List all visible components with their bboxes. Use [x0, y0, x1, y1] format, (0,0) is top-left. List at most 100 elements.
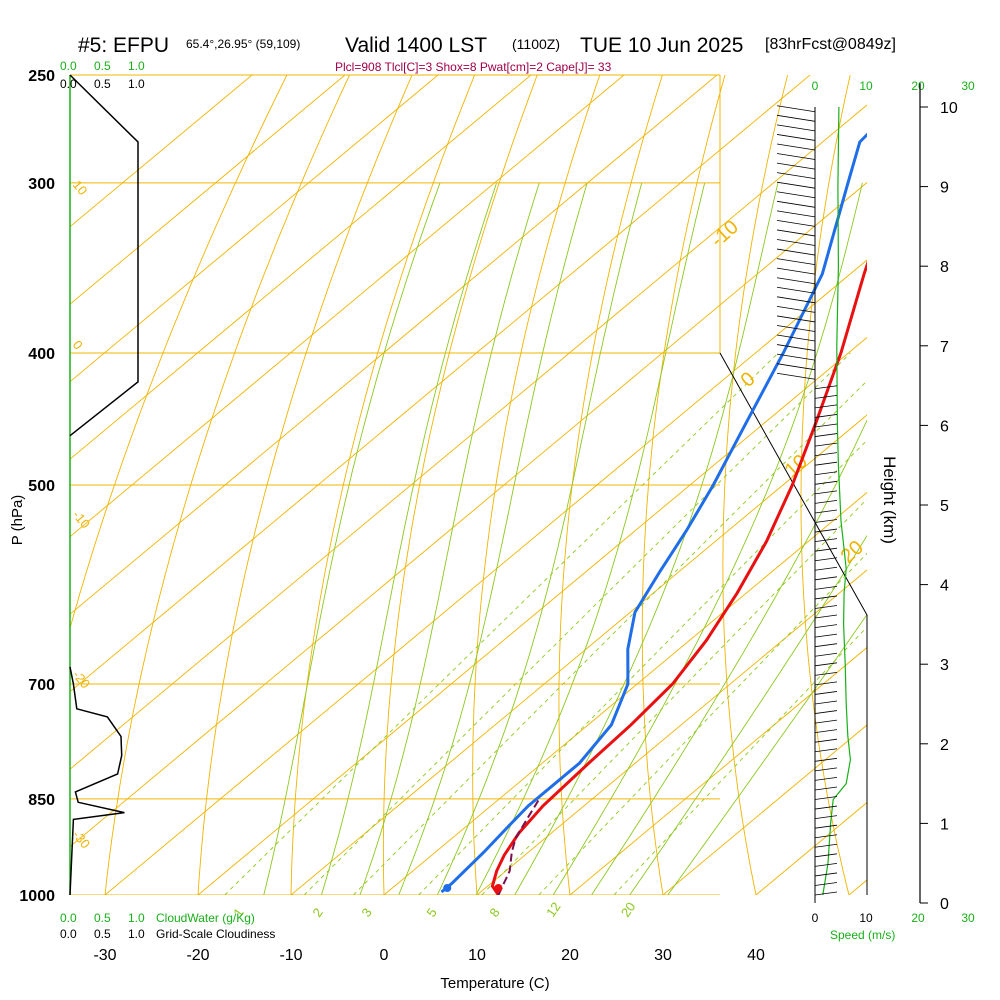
isotherm-line — [70, 75, 532, 460]
wind-barb — [814, 729, 838, 734]
wind-barb — [814, 461, 838, 466]
mixing-ratio-label: 12 — [543, 899, 564, 919]
moist-adiabat-line — [590, 419, 867, 895]
wind-barb — [814, 414, 838, 418]
wind-barb — [814, 767, 838, 772]
wind-barb — [814, 748, 838, 753]
cloudwater-tick-top-2: 1.0 — [128, 59, 145, 73]
mixing-ratio-label: 5 — [423, 905, 439, 920]
sounding-profiles — [440, 132, 867, 895]
moist-adiabat-line — [552, 182, 863, 895]
mixing-ratio-line — [353, 380, 867, 895]
y-tick-label: 850 — [28, 792, 55, 809]
wind-barb — [776, 105, 816, 113]
dry-adiabat-line — [104, 75, 350, 895]
isotherm-line — [290, 414, 867, 895]
y-tick-label: 500 — [28, 478, 55, 495]
moist-adiabat-line — [320, 182, 498, 895]
y-tick-label: 1000 — [19, 888, 55, 905]
speed-axis-label: Speed (m/s) — [830, 928, 895, 942]
wind-barb — [814, 891, 838, 896]
isotherm-line — [476, 569, 867, 895]
height-axis-label: Height (km) — [880, 456, 899, 544]
wind-speed-line — [822, 106, 852, 896]
mixing-ratio-line — [418, 439, 867, 895]
wind-barb — [814, 490, 838, 495]
dry-adiabat-line — [722, 75, 789, 895]
cloudwater-tick-top-0: 0.0 — [60, 59, 77, 73]
valid-date: TUE 10 Jun 2025 — [580, 34, 743, 57]
wind-barb — [814, 853, 838, 858]
isotherm-line — [70, 75, 718, 615]
wind-barb — [814, 528, 838, 533]
valid-time: Valid 1400 LST — [345, 34, 487, 57]
wind-barb — [814, 662, 838, 667]
moist-adiabat-line — [629, 534, 867, 895]
mixing-ratio-label: 8 — [486, 905, 502, 920]
wind-barb — [776, 239, 816, 246]
temperature-line — [490, 260, 867, 895]
wind-barb — [776, 296, 816, 304]
cloudiness-line — [69, 74, 139, 437]
moist-adiabat-line — [359, 182, 540, 895]
speed-tick-bottom: 20 — [911, 911, 925, 925]
height-tick-label: 2 — [940, 737, 949, 754]
wind-barb — [814, 547, 838, 552]
isotherm-line — [197, 336, 867, 895]
wind-barb — [776, 315, 816, 323]
wind-barb — [814, 404, 838, 409]
x-tick-label: -30 — [93, 947, 116, 964]
cloudiness-tick-top-2: 1.0 — [128, 77, 145, 91]
wind-barb — [814, 786, 838, 791]
wind-barb — [776, 286, 816, 294]
wind-barb — [814, 652, 838, 657]
wind-barb — [776, 210, 816, 218]
station-coords: 65.4°,26.95° (59,109) — [186, 37, 300, 51]
wind-barb — [814, 633, 838, 638]
wind-barb — [814, 423, 838, 428]
isotherm-line — [70, 75, 811, 693]
mixing-ratio-label: 2 — [309, 905, 325, 920]
isotherm-line — [70, 75, 346, 305]
wind-barb — [814, 700, 838, 705]
wind-barb — [776, 258, 816, 266]
x-tick-label: -20 — [186, 947, 209, 964]
cloudiness-label: Grid-Scale Cloudiness — [156, 927, 275, 941]
wind-barb — [776, 220, 816, 227]
x-tick-label: 30 — [654, 947, 672, 964]
mixing-ratio-label: 3 — [358, 905, 374, 920]
cloudiness-tick-bottom-1: 0.5 — [94, 927, 111, 941]
height-tick-label: 10 — [940, 100, 958, 117]
y-axis-label: P (hPa) — [9, 495, 26, 546]
wind-barb — [776, 200, 816, 208]
isotherm-line — [383, 491, 867, 895]
mixing-ratio-line — [224, 352, 779, 895]
height-tick-label: 3 — [940, 657, 949, 674]
wind-barb — [814, 805, 838, 810]
wind-barb — [814, 691, 838, 695]
x-axis-label: Temperature (C) — [440, 975, 549, 992]
wind-barb — [814, 671, 838, 676]
panel-boundary — [719, 352, 868, 895]
cloudiness-tick-top-1: 0.5 — [94, 77, 111, 91]
wind-barb — [776, 134, 816, 141]
speed-tick-bottom: 30 — [961, 911, 975, 925]
wind-barb — [814, 882, 838, 886]
wind-barb — [776, 172, 816, 180]
wind-barb — [814, 624, 838, 628]
wind-barb — [814, 566, 838, 571]
wind-barb — [814, 614, 838, 619]
skewt-background — [70, 51, 1000, 924]
wind-barb — [814, 605, 838, 609]
isotherm-line — [569, 646, 867, 895]
mixing-ratio-line — [613, 626, 867, 895]
wind-barb — [814, 433, 838, 437]
wind-barb — [814, 595, 838, 600]
wind-barb — [814, 500, 838, 504]
wind-barb — [814, 585, 838, 590]
dry-adiabat-line — [950, 51, 1000, 924]
dry-adiabat-line — [290, 75, 476, 895]
isotherm-line — [70, 104, 867, 770]
isotherm-label: -10 — [707, 216, 743, 252]
